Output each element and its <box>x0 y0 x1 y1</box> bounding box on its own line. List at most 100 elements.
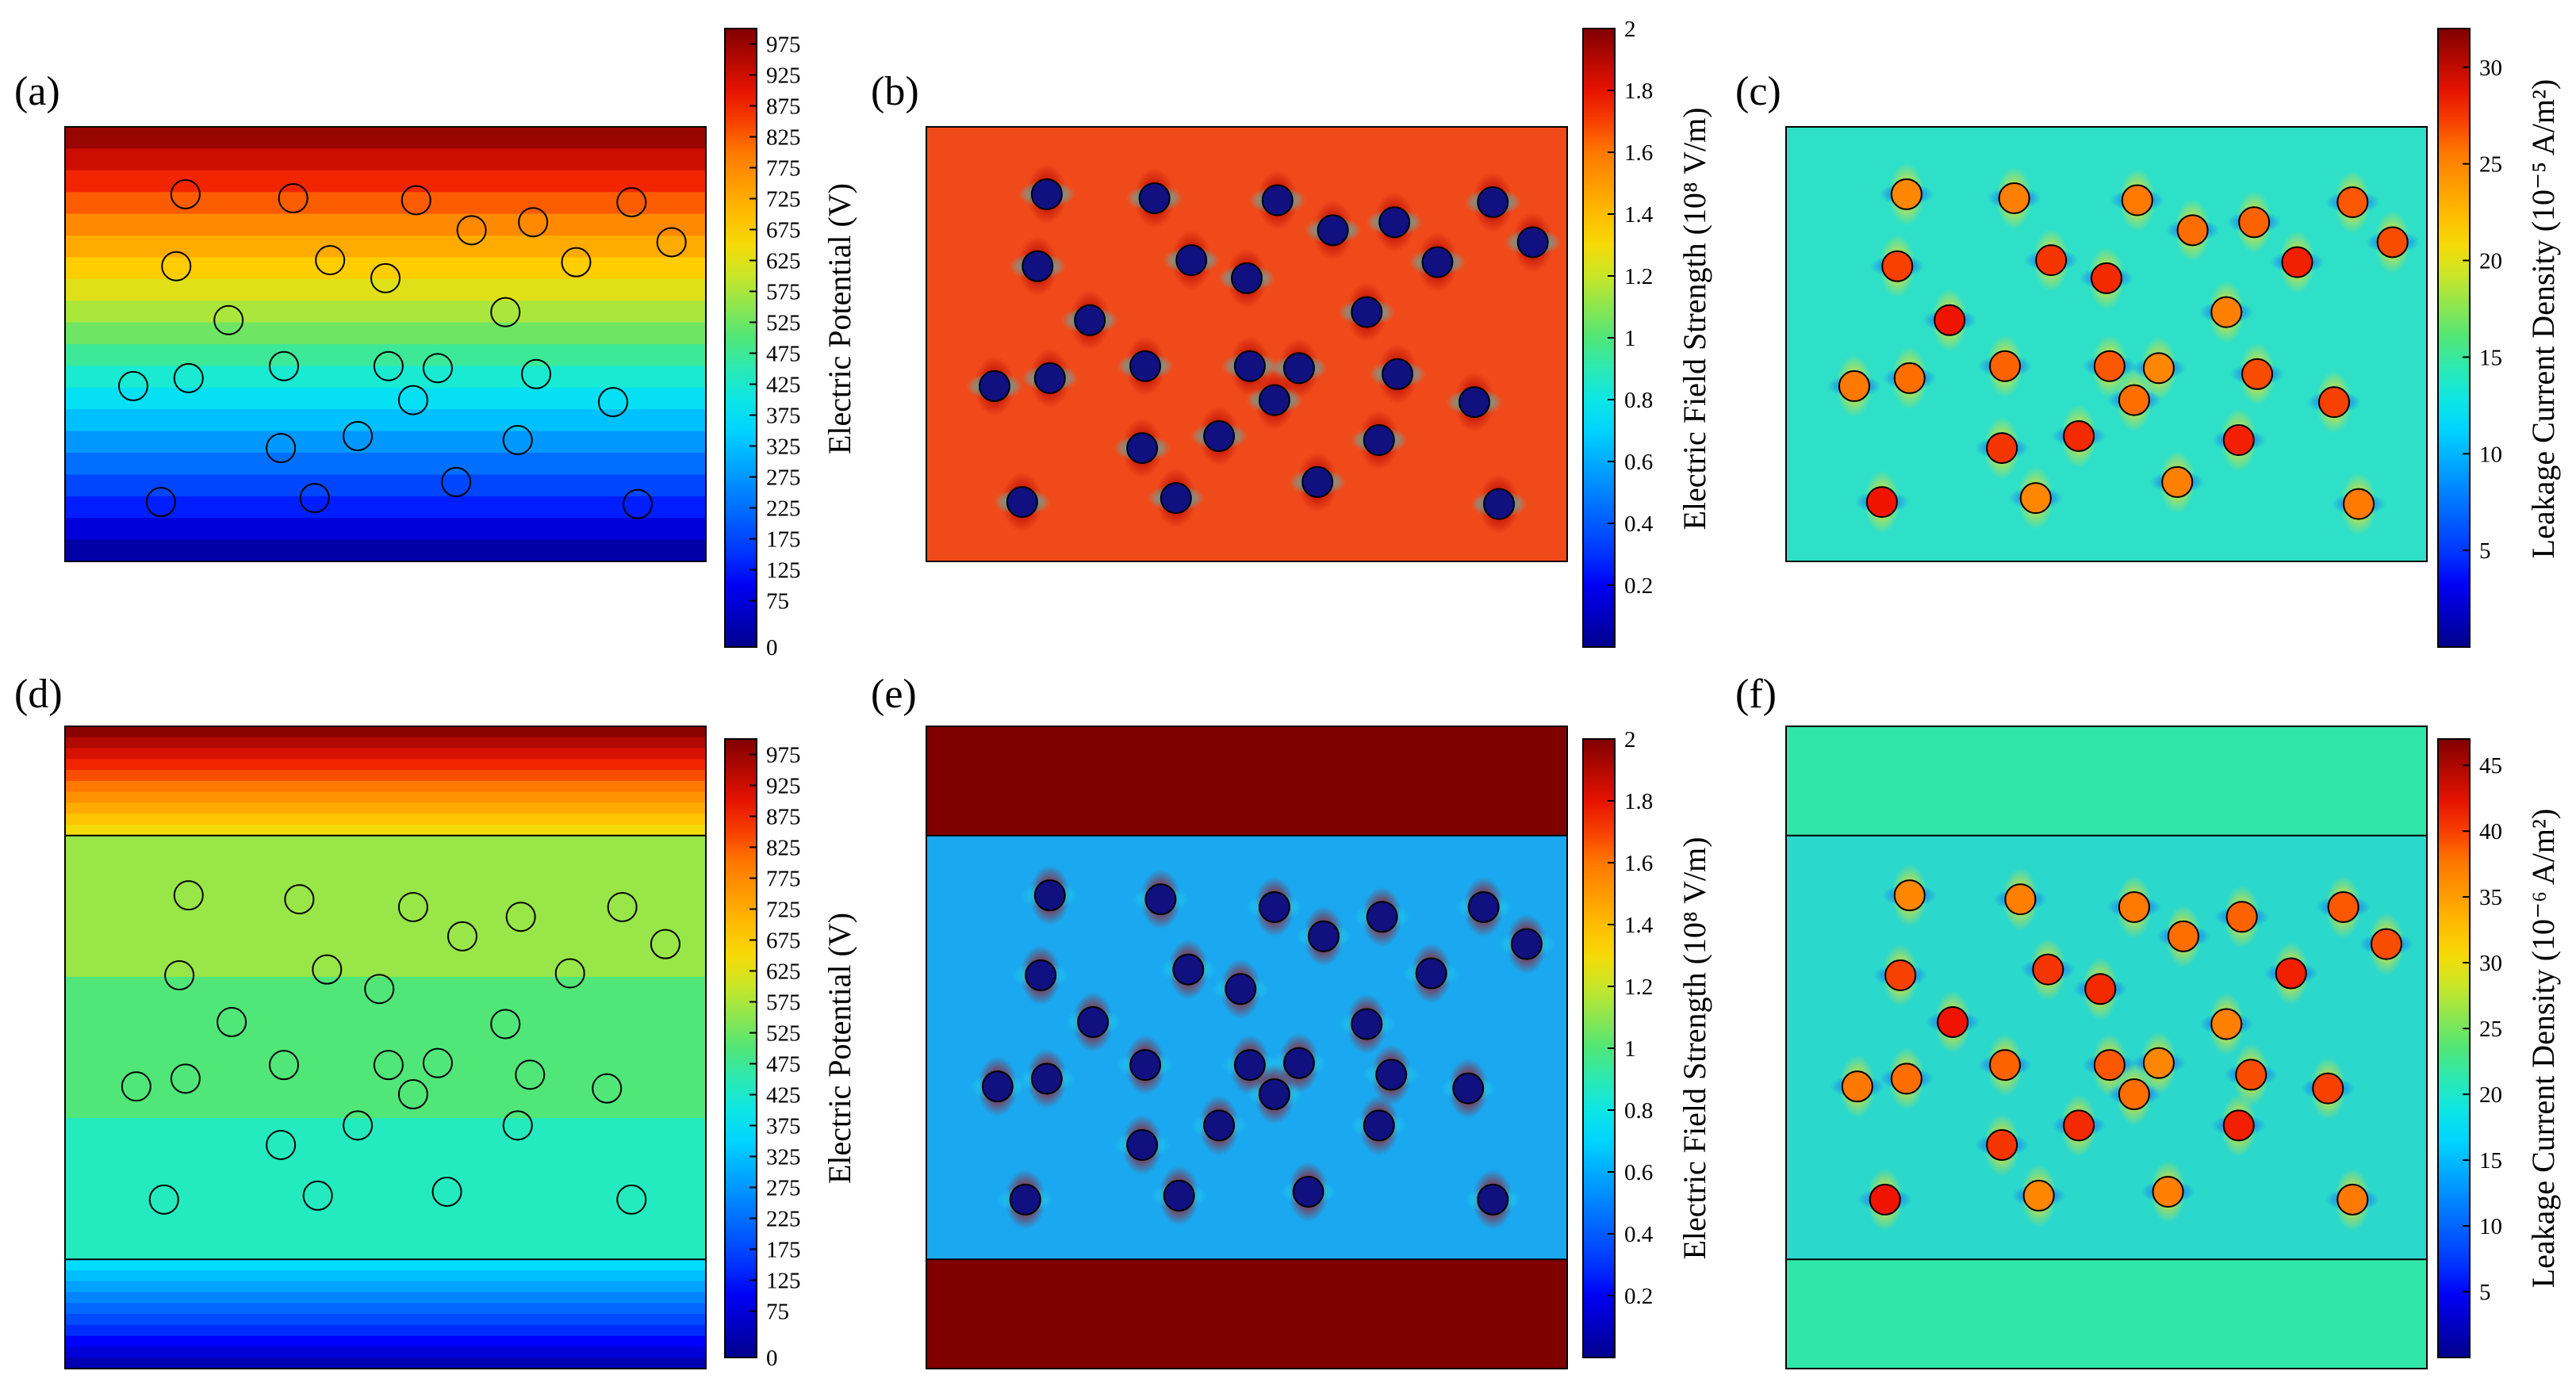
colorbar-tick-label: 925 <box>766 774 801 799</box>
particle <box>373 350 404 381</box>
panel-label-f: (f) <box>1735 672 1777 717</box>
particle <box>518 207 549 238</box>
particle <box>502 424 533 455</box>
particle <box>561 247 592 278</box>
particle <box>2142 352 2175 385</box>
particle <box>1459 386 1491 419</box>
particle <box>1258 890 1290 923</box>
colorbar-tick-label: 1.6 <box>1624 140 1653 166</box>
particle <box>2118 384 2150 416</box>
particle <box>1160 482 1192 515</box>
particle <box>1483 488 1516 520</box>
particle <box>2093 350 2126 382</box>
colorbar-tick-label: 45 <box>2479 753 2502 779</box>
potential-band <box>65 1303 706 1315</box>
particle <box>1363 1109 1395 1142</box>
potential-band <box>65 824 706 837</box>
particle <box>2222 1109 2255 1142</box>
colorbar-tick-label: 375 <box>766 404 801 429</box>
particle <box>397 1079 428 1110</box>
particle <box>2222 423 2255 456</box>
potential-band <box>65 148 706 171</box>
potential-band <box>65 235 706 258</box>
potential-band <box>65 802 706 815</box>
colorbar-tick-label: 35 <box>2479 885 2502 910</box>
potential-band <box>65 1292 706 1304</box>
colorbar-title-b: Electric Field Strength (10⁸ V/m) <box>1677 107 1712 530</box>
particle <box>299 483 330 514</box>
particle <box>2241 358 2274 390</box>
particle <box>117 370 148 401</box>
particle <box>170 178 201 209</box>
colorbar-tick-label: 1 <box>1624 326 1636 351</box>
colorbar-tick-label: 175 <box>766 1238 801 1263</box>
particle <box>1172 953 1205 986</box>
particle <box>1838 370 1870 402</box>
particle <box>397 891 428 922</box>
colorbar-tick-label: 125 <box>766 1269 801 1294</box>
colorbar-tick-label: 2 <box>1624 727 1636 752</box>
particle <box>490 1009 521 1040</box>
panel-label-c: (c) <box>1735 69 1781 114</box>
particle <box>1261 184 1294 216</box>
colorbar-tick-label: 0.4 <box>1624 1222 1654 1247</box>
potential-band <box>65 127 706 150</box>
potential-band <box>65 1118 706 1261</box>
particle <box>1317 214 1349 247</box>
colorbar-tick-label: 15 <box>2479 1148 2502 1174</box>
potential-band <box>65 539 706 561</box>
colorbar-title-e: Electric Field Strength (10⁸ V/m) <box>1677 837 1712 1259</box>
colorbar-gradient <box>724 738 757 1358</box>
panel-label-b: (b) <box>871 69 919 114</box>
particle <box>397 385 428 415</box>
colorbar-tick-label: 525 <box>766 311 801 336</box>
panel-label-e: (e) <box>871 672 917 717</box>
particle <box>1382 358 1414 390</box>
colorbar-tick-label: 1.8 <box>1624 789 1653 814</box>
particle <box>1467 890 1500 923</box>
particle <box>370 262 401 293</box>
particle <box>2093 1049 2126 1082</box>
particle <box>1030 1063 1063 1095</box>
particle <box>1865 486 1898 519</box>
colorbar-tick-label: 975 <box>766 743 801 768</box>
colorbar-tick-label: 15 <box>2479 345 2502 370</box>
particle <box>422 353 453 384</box>
colorbar-tick-label: 30 <box>2479 56 2502 81</box>
colorbar-gradient <box>724 28 757 648</box>
colorbar-tick-label: 1.2 <box>1624 975 1653 1000</box>
map-border <box>64 726 707 1369</box>
particle <box>1307 920 1340 952</box>
particle <box>2281 246 2313 278</box>
potential-band <box>65 791 706 804</box>
colorbar-tick-label: 20 <box>2479 1082 2502 1108</box>
panel-b: (b) 0.2 0.4 0.6 0.8 1 1.2 1.4 1.6 1.8 2 Electric … <box>871 17 1712 648</box>
potential-band <box>65 366 706 389</box>
colorbar-tick-label: 2 <box>1624 17 1636 42</box>
particle <box>2312 1072 2344 1105</box>
particle <box>1366 901 1398 933</box>
particle <box>2091 262 2122 294</box>
map-border <box>926 126 1568 562</box>
particle <box>343 1110 374 1141</box>
potential-band <box>65 213 706 236</box>
particle <box>1203 419 1236 452</box>
map-f <box>1785 726 2428 1369</box>
particle <box>1129 350 1162 382</box>
particle <box>616 187 647 218</box>
colorbar-tick-label: 875 <box>766 805 801 830</box>
colorbar-tick-label: 725 <box>766 187 801 213</box>
particle <box>1163 1179 1195 1212</box>
particle <box>1890 178 1922 210</box>
particle <box>302 1180 333 1211</box>
particle <box>1022 250 1054 282</box>
particle <box>1986 1128 2018 1161</box>
particle <box>2343 488 2375 520</box>
particle <box>1258 1078 1290 1111</box>
particle <box>1129 1049 1162 1082</box>
colorbar-tick-label: 325 <box>766 435 801 460</box>
particle <box>1233 1049 1266 1082</box>
potential-band <box>65 748 706 760</box>
colorbar-tick-label: 0.4 <box>1624 511 1654 537</box>
particle <box>1421 246 1454 278</box>
